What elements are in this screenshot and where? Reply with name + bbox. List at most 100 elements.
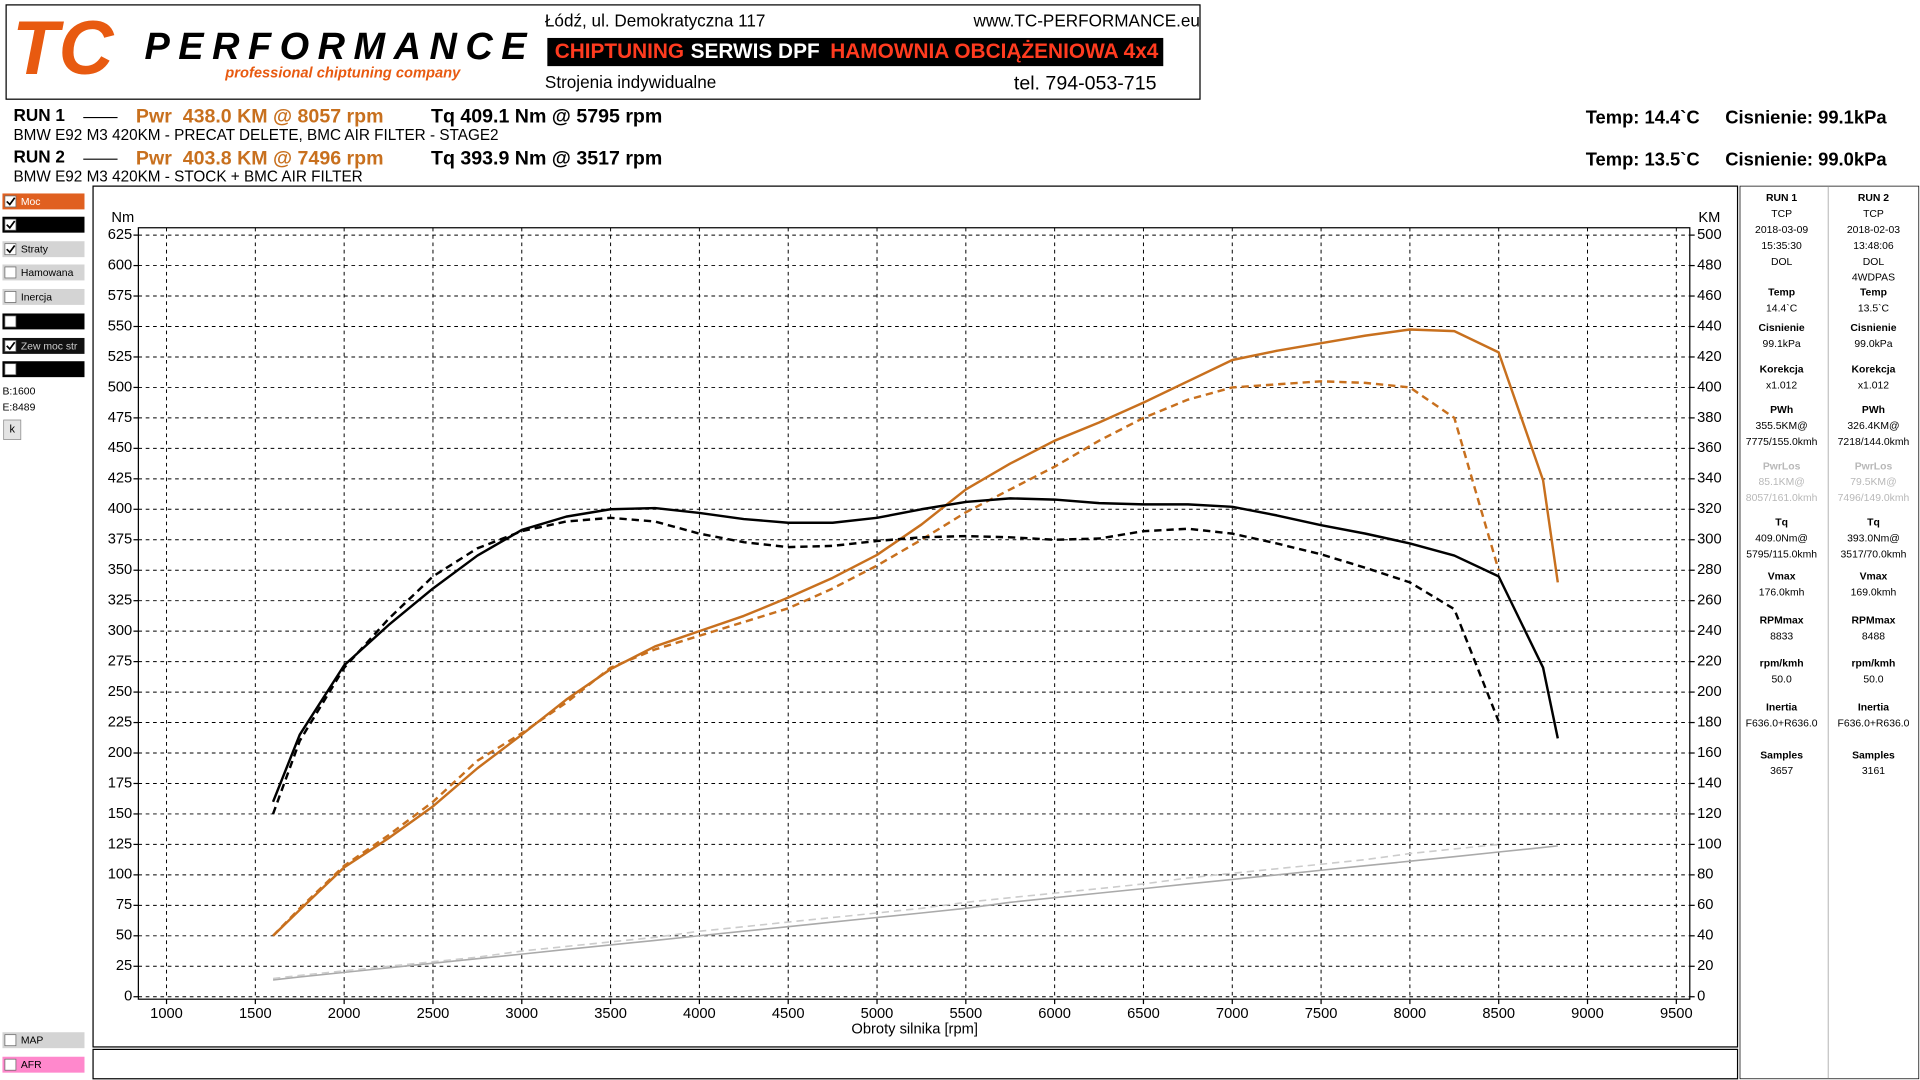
info-text: Korekcja: [1760, 365, 1804, 376]
y-tick-label: 175: [108, 775, 133, 791]
info-text: Samples: [1852, 750, 1895, 761]
info-text: 13.5`C: [1858, 302, 1890, 314]
x-axis-label: Obroty silnika [rpm]: [851, 1022, 978, 1038]
y-tick-label: 200: [108, 745, 133, 761]
banner-item: HAMOWNIA OBCIĄŻENIOWA 4x4: [830, 40, 1159, 63]
info-text: Korekcja: [1852, 365, 1896, 376]
y-tick-label: 100: [108, 867, 133, 883]
info-text: 15:35:30: [1761, 241, 1802, 252]
info-text: 2018-03-09: [1755, 225, 1808, 236]
info-text: 2018-02-03: [1847, 225, 1900, 236]
info-text: Temp: [1768, 287, 1795, 298]
x-tick-label: 7500: [1305, 1006, 1338, 1022]
range-end: E:8489: [2, 403, 35, 414]
run-pressure: Cisnienie: 99.0kPa: [1725, 148, 1887, 169]
info-text: 393.0Nm@: [1847, 534, 1900, 545]
y-tick-label: 125: [108, 836, 133, 852]
checkbox-row[interactable]: [2, 264, 85, 281]
info-panel: [1739, 185, 1920, 1080]
run-power: Pwr 438.0 KM @ 8057 rpm: [136, 106, 384, 128]
checkbox-row[interactable]: [2, 361, 85, 378]
y-tick-label: 625: [108, 227, 133, 243]
checkbox-row[interactable]: [2, 288, 85, 305]
y2-tick-label: 20: [1697, 958, 1713, 974]
info-text: F636.0+R636.0: [1838, 718, 1910, 729]
y2-tick-label: 460: [1697, 288, 1722, 304]
y-axis-label: Nm: [111, 210, 134, 226]
checkbox[interactable]: [4, 195, 17, 208]
info-text: Temp: [1860, 287, 1887, 298]
checkbox-label: MAP: [21, 1036, 44, 1047]
series-line: [271, 497, 1559, 803]
checkbox-row[interactable]: [2, 1032, 85, 1049]
info-text: 85.1KM@: [1758, 477, 1804, 488]
y-tick-label: 75: [116, 897, 132, 913]
y-tick-label: 25: [116, 958, 132, 974]
info-text: 50.0: [1772, 674, 1792, 685]
y-tick-label: 575: [108, 288, 133, 304]
info-text: RPMmax: [1760, 616, 1804, 627]
checkbox[interactable]: [4, 266, 17, 279]
run-description: BMW E92 M3 420KM - PRECAT DELETE, BMC AI…: [13, 127, 498, 144]
checkbox-label: Zew moc str: [21, 341, 78, 352]
info-text: PWh: [1862, 405, 1885, 416]
info-text: 3517/70.0kmh: [1841, 549, 1907, 560]
series-line: [272, 845, 1558, 981]
plot-frame: [137, 227, 1691, 1000]
info-text: 50.0: [1863, 674, 1883, 685]
subtitle: Strojenia indywidualne: [545, 72, 716, 92]
button[interactable]: [3, 419, 22, 440]
run-label: RUN 1: [13, 105, 65, 125]
checkbox-row[interactable]: [2, 313, 85, 330]
x-tick-label: 3000: [505, 1006, 538, 1022]
y2-axis-label: KM: [1698, 210, 1720, 226]
checkbox[interactable]: [4, 218, 17, 231]
y-tick-label: 300: [108, 623, 133, 639]
info-text: PWh: [1770, 405, 1793, 416]
info-text: 176.0kmh: [1759, 587, 1805, 598]
x-tick-label: 5000: [861, 1006, 894, 1022]
y-tick-label: 275: [108, 653, 133, 669]
checkbox[interactable]: [4, 340, 17, 352]
info-text: 8833: [1770, 631, 1793, 642]
checkbox[interactable]: [4, 363, 17, 376]
checkbox-row[interactable]: [2, 216, 85, 233]
info-text: Samples: [1760, 750, 1803, 761]
check-mark: [6, 220, 16, 230]
y-tick-label: 400: [108, 501, 133, 517]
info-text: RUN 2: [1858, 193, 1889, 204]
checkbox[interactable]: [4, 291, 17, 303]
run-pressure: Cisnienie: 99.1kPa: [1725, 107, 1887, 128]
y2-tick-label: 500: [1697, 227, 1722, 243]
x-tick-label: 7000: [1216, 1006, 1249, 1022]
checkbox-row[interactable]: [2, 1056, 85, 1073]
info-text: DOL: [1771, 257, 1793, 268]
info-text: Vmax: [1860, 571, 1888, 582]
x-tick-label: 9500: [1660, 1006, 1693, 1022]
checkbox[interactable]: [4, 243, 17, 256]
status-strip: [92, 1048, 1739, 1080]
phone: tel. 794-053-715: [1014, 73, 1157, 95]
info-text: 7775/155.0kmh: [1746, 437, 1818, 448]
run-power: Pwr 403.8 KM @ 7496 rpm: [136, 147, 384, 169]
x-tick-label: 3500: [594, 1006, 627, 1022]
info-text: 3161: [1862, 766, 1885, 777]
checkbox-label: Moc: [21, 197, 41, 208]
button-label[interactable]: k: [9, 424, 15, 436]
checkbox-row[interactable]: [2, 193, 85, 210]
checkbox-row[interactable]: [2, 337, 85, 354]
info-text: 3657: [1770, 766, 1793, 777]
checkbox[interactable]: [4, 1058, 17, 1071]
info-text: 409.0Nm@: [1755, 534, 1808, 545]
x-tick-label: 1000: [150, 1006, 183, 1022]
y-tick-label: 425: [108, 471, 133, 487]
y-tick-label: 50: [116, 928, 132, 944]
run-description: BMW E92 M3 420KM - STOCK + BMC AIR FILTE…: [13, 169, 362, 186]
info-text: Inertia: [1766, 703, 1797, 714]
banner-item: SERWIS DPF: [691, 40, 820, 63]
checkbox-row[interactable]: [2, 241, 85, 258]
info-text: 99.0kPa: [1854, 339, 1892, 350]
checkbox[interactable]: [4, 315, 17, 328]
checkbox[interactable]: [4, 1034, 17, 1047]
